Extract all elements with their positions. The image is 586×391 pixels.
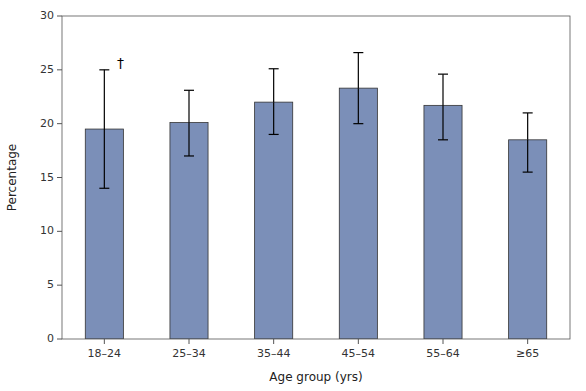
y-tick bbox=[57, 285, 62, 286]
error-line bbox=[188, 123, 189, 156]
y-tick-label: 25 bbox=[40, 63, 54, 76]
y-tick bbox=[57, 16, 62, 17]
x-tick-label: 55–64 bbox=[426, 347, 460, 360]
y-tick bbox=[57, 69, 62, 70]
error-cap bbox=[99, 188, 109, 189]
y-tick bbox=[57, 339, 62, 340]
x-axis-label: Age group (yrs) bbox=[269, 370, 362, 384]
bar bbox=[509, 140, 547, 339]
error-bar-lower bbox=[269, 102, 279, 134]
x-tick-label: ≥65 bbox=[516, 347, 539, 360]
annotation: † bbox=[117, 55, 124, 71]
plot-frame bbox=[62, 16, 570, 339]
y-tick-label: 15 bbox=[40, 171, 54, 184]
error-line bbox=[358, 53, 359, 89]
error-bar-upper bbox=[269, 69, 279, 102]
error-cap bbox=[353, 123, 363, 124]
x-tick-label: 18–24 bbox=[88, 347, 122, 360]
x-tick bbox=[443, 339, 444, 344]
bar bbox=[170, 123, 208, 339]
error-line bbox=[442, 74, 443, 105]
y-tick-label: 20 bbox=[40, 117, 54, 130]
error-line bbox=[104, 70, 105, 129]
error-cap bbox=[269, 68, 279, 69]
error-bar-upper bbox=[523, 113, 533, 140]
error-line bbox=[273, 102, 274, 134]
x-tick-label: 45–54 bbox=[342, 347, 376, 360]
error-line bbox=[527, 140, 528, 172]
error-bar-upper bbox=[99, 70, 109, 129]
bar bbox=[85, 129, 123, 339]
y-tick bbox=[57, 177, 62, 178]
chart: 0 5 10 15 20 25 30 18–24 25–34 35–44 45–54 55–64 ≥65… bbox=[0, 0, 586, 391]
error-bar-upper bbox=[353, 53, 363, 89]
y-tick-label: 10 bbox=[40, 224, 54, 237]
x-tick bbox=[527, 339, 528, 344]
error-line bbox=[104, 129, 105, 188]
plot-area bbox=[85, 53, 546, 339]
error-line bbox=[273, 69, 274, 102]
bar bbox=[339, 88, 377, 339]
x-tick bbox=[358, 339, 359, 344]
y-tick-label: 30 bbox=[40, 9, 54, 22]
error-bar-upper bbox=[184, 90, 194, 122]
error-line bbox=[527, 113, 528, 140]
error-cap bbox=[523, 112, 533, 113]
x-tick-label: 25–34 bbox=[172, 347, 206, 360]
bar bbox=[255, 102, 293, 339]
error-bar-lower bbox=[99, 129, 109, 188]
error-cap bbox=[353, 52, 363, 53]
bar bbox=[424, 105, 462, 339]
x-tick bbox=[273, 339, 274, 344]
error-cap bbox=[438, 74, 448, 75]
error-cap bbox=[269, 134, 279, 135]
y-tick bbox=[57, 231, 62, 232]
error-cap bbox=[99, 69, 109, 70]
x-tick-label: 35–44 bbox=[257, 347, 291, 360]
error-line bbox=[442, 105, 443, 139]
error-cap bbox=[184, 90, 194, 91]
error-line bbox=[188, 90, 189, 122]
error-bar-lower bbox=[438, 105, 448, 139]
y-tick-label: 0 bbox=[47, 332, 54, 345]
y-tick-label: 5 bbox=[47, 278, 54, 291]
x-tick bbox=[104, 339, 105, 344]
error-bar-lower bbox=[523, 140, 533, 172]
y-tick bbox=[57, 123, 62, 124]
error-bar-lower bbox=[184, 123, 194, 156]
x-tick bbox=[189, 339, 190, 344]
error-cap bbox=[184, 155, 194, 156]
error-cap bbox=[523, 172, 533, 173]
error-cap bbox=[438, 139, 448, 140]
error-bar-lower bbox=[353, 88, 363, 124]
error-bar-upper bbox=[438, 74, 448, 105]
error-line bbox=[358, 88, 359, 124]
y-axis-label: Percentage bbox=[5, 144, 19, 212]
